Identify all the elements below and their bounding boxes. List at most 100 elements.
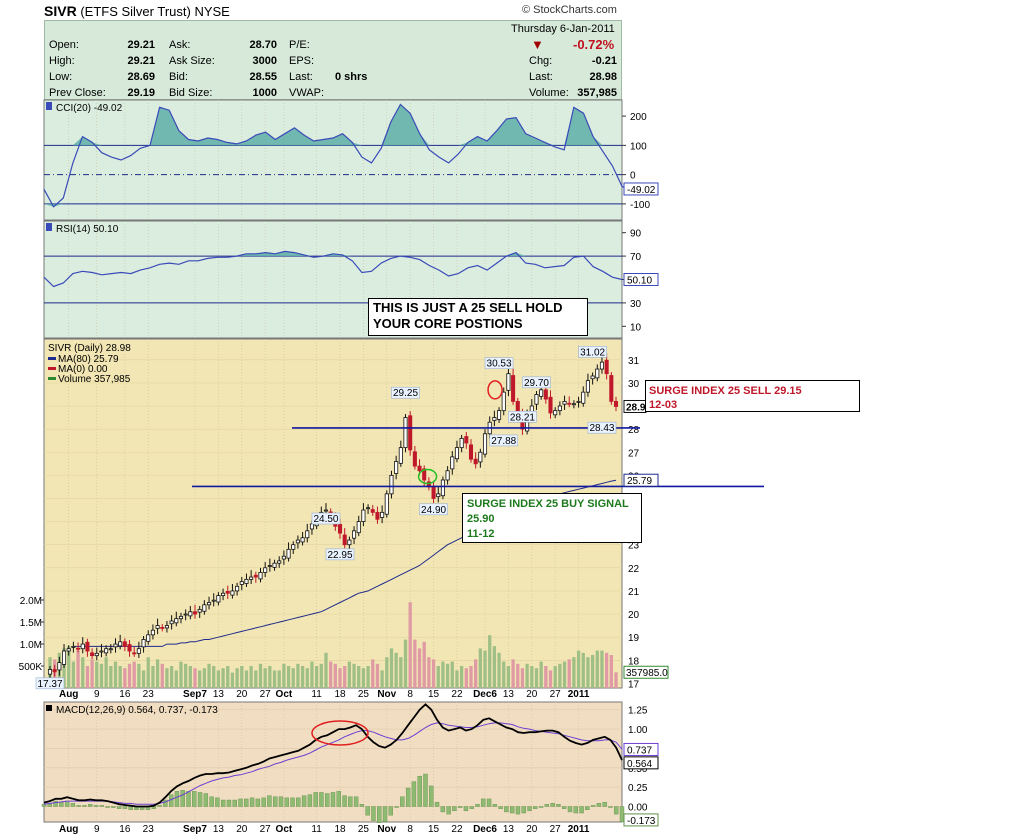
volume-bar bbox=[408, 602, 412, 688]
histogram-bar bbox=[556, 804, 561, 807]
change-percent: -0.72% bbox=[573, 37, 615, 52]
last-price-label: 28.98 bbox=[626, 402, 651, 413]
candle-body bbox=[178, 615, 184, 620]
histogram-bar bbox=[619, 806, 625, 822]
candle-body bbox=[57, 662, 62, 671]
x-tick-label: Dec6 bbox=[473, 689, 497, 700]
histogram-bar bbox=[232, 799, 237, 807]
histogram-bar bbox=[296, 797, 301, 807]
histogram-bar bbox=[128, 806, 133, 810]
histogram-bar bbox=[486, 798, 492, 807]
down-arrow-icon: ▼ bbox=[531, 37, 544, 52]
histogram-bar bbox=[151, 806, 157, 809]
volume-bar bbox=[104, 657, 108, 688]
candle-body bbox=[225, 590, 230, 594]
volume-bar bbox=[511, 659, 515, 688]
quote-label: High: bbox=[49, 55, 75, 67]
histogram-bar bbox=[492, 804, 498, 807]
y-tick-label: 0.00 bbox=[628, 803, 648, 814]
quote-label: P/E: bbox=[289, 39, 310, 51]
legend-swatch bbox=[48, 367, 56, 370]
candle-body bbox=[122, 641, 127, 647]
candle-body bbox=[174, 618, 179, 624]
candle-body bbox=[235, 585, 240, 592]
histogram-bar bbox=[562, 806, 567, 809]
volume-bar bbox=[544, 666, 548, 688]
candle-body bbox=[52, 669, 57, 673]
volume-tick-label: 1.5M bbox=[20, 618, 42, 629]
quote-label: Last: bbox=[529, 71, 553, 83]
candle-body bbox=[539, 389, 544, 397]
x-tick-label: Nov bbox=[377, 689, 396, 700]
series-swatch bbox=[46, 223, 52, 231]
price-callout: 29.70 bbox=[524, 378, 549, 389]
histogram-bar bbox=[313, 792, 318, 807]
volume-bar bbox=[67, 646, 71, 688]
histogram-bar bbox=[180, 790, 185, 807]
histogram-bar bbox=[278, 796, 284, 807]
price-callout-box bbox=[587, 421, 617, 434]
volume-bar bbox=[141, 670, 146, 688]
y-tick-label: 27 bbox=[628, 448, 640, 459]
volume-bar bbox=[600, 650, 604, 688]
volume-bar bbox=[151, 666, 155, 688]
candle-body bbox=[585, 380, 590, 393]
histogram-bar bbox=[371, 806, 376, 821]
candle-body bbox=[366, 507, 371, 510]
candle-body bbox=[361, 509, 366, 522]
histogram-bar bbox=[515, 806, 521, 815]
volume-bar bbox=[366, 666, 370, 688]
candle-body bbox=[482, 433, 488, 455]
candle-body bbox=[192, 611, 198, 615]
volume-bar bbox=[567, 659, 571, 688]
candle-body bbox=[604, 359, 609, 375]
x-tick-label: 23 bbox=[143, 689, 155, 700]
x-tick-label: 15 bbox=[428, 824, 440, 835]
candle-body bbox=[132, 652, 137, 655]
volume-bar bbox=[169, 666, 174, 688]
price-callout-box bbox=[578, 346, 607, 358]
volume-bar bbox=[113, 661, 118, 688]
histogram-bar bbox=[105, 806, 110, 808]
x-tick-label: 18 bbox=[334, 824, 346, 835]
candle-body bbox=[188, 611, 193, 617]
ma-value-box bbox=[623, 473, 659, 487]
candle-body bbox=[445, 470, 450, 481]
volume-bar bbox=[123, 668, 127, 688]
candle-body bbox=[263, 567, 268, 573]
quote-label: Bid: bbox=[169, 71, 188, 83]
histogram-bar bbox=[394, 806, 399, 808]
price-callout: 28.21 bbox=[510, 412, 535, 423]
volume-bar bbox=[347, 661, 352, 688]
price-callout-box bbox=[508, 410, 537, 423]
x-tick-label: 13 bbox=[213, 689, 225, 700]
macd-cross-circle bbox=[311, 720, 369, 746]
quote-label: EPS: bbox=[289, 55, 315, 67]
histogram-bar bbox=[579, 806, 584, 814]
candle-body bbox=[450, 456, 455, 470]
volume-bar bbox=[506, 666, 511, 688]
candle-body bbox=[389, 474, 394, 495]
x-tick-label: 20 bbox=[236, 824, 248, 835]
y-tick-label: 31 bbox=[628, 356, 640, 367]
volume-bar bbox=[188, 666, 192, 688]
histogram-bar bbox=[440, 806, 446, 813]
quote-label: Chg: bbox=[529, 55, 553, 67]
candle-body bbox=[291, 544, 296, 550]
panel-title: RSI(14) 50.10 bbox=[56, 224, 119, 235]
x-tick-label: 23 bbox=[143, 824, 155, 835]
y-tick-label: 30 bbox=[628, 379, 640, 390]
volume-bar bbox=[244, 670, 249, 688]
sell-note-text: SURGE INDEX 25 SELL 29.15 12-03 bbox=[649, 385, 802, 411]
volume-bar bbox=[413, 639, 417, 688]
candle-body bbox=[305, 530, 310, 539]
price-callout-box bbox=[484, 357, 514, 369]
candle-body bbox=[595, 368, 600, 379]
credit: © StockCharts.com bbox=[522, 4, 617, 16]
histogram-bar bbox=[452, 806, 457, 812]
volume-bar bbox=[230, 672, 235, 688]
volume-bar bbox=[576, 650, 581, 688]
series-line bbox=[43, 103, 628, 208]
volume-bar bbox=[474, 659, 478, 688]
y-tick-label: 0 bbox=[630, 171, 636, 182]
